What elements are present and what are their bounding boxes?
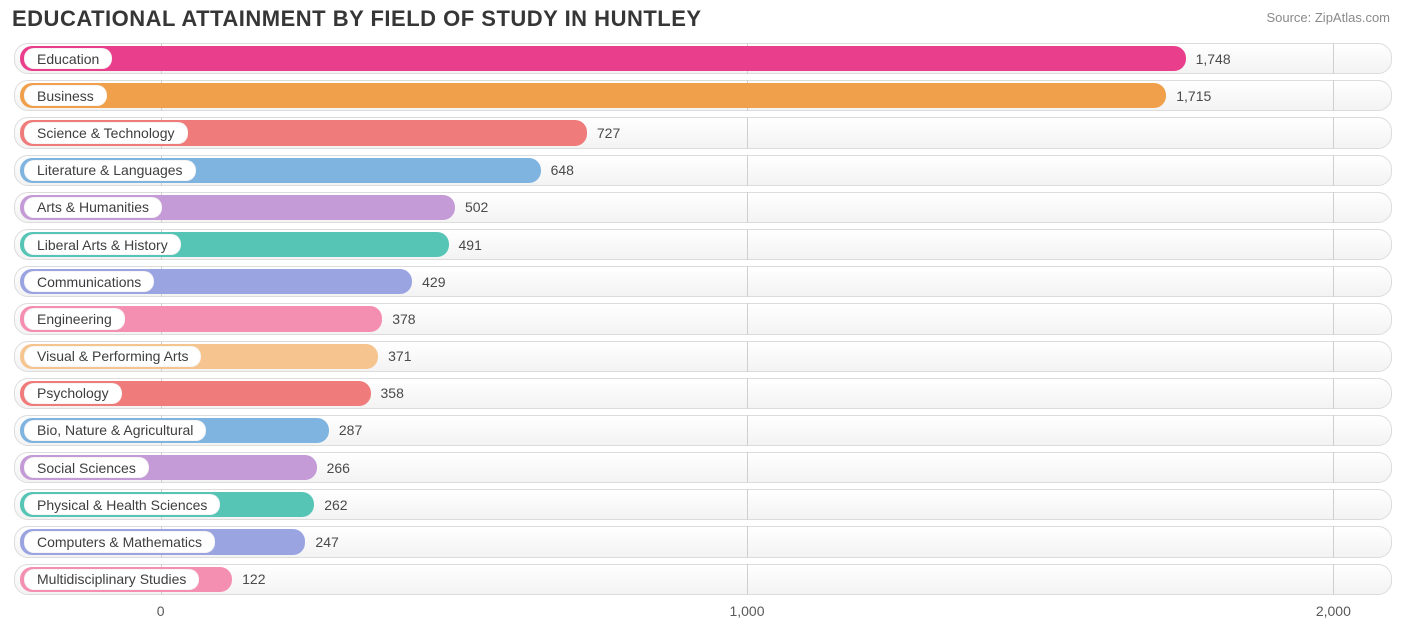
bar-row: Literature & Languages 648	[14, 152, 1392, 189]
bar-row: Social Sciences 266	[14, 449, 1392, 486]
value-label: 1,715	[1176, 77, 1211, 114]
category-label: Education	[24, 48, 112, 69]
grid-line	[1333, 229, 1334, 260]
category-label: Bio, Nature & Agricultural	[24, 420, 206, 441]
grid-line	[1333, 43, 1334, 74]
category-label: Physical & Health Sciences	[24, 494, 220, 515]
bar	[20, 46, 1186, 71]
category-label: Multidisciplinary Studies	[24, 569, 199, 590]
grid-line	[1333, 564, 1334, 595]
grid-line	[1333, 192, 1334, 223]
value-label: 648	[551, 152, 574, 189]
bar-row: Engineering 378	[14, 300, 1392, 337]
bar-row: Bio, Nature & Agricultural 287	[14, 412, 1392, 449]
grid-line	[1333, 266, 1334, 297]
value-label: 727	[597, 114, 620, 151]
grid-line	[1333, 117, 1334, 148]
x-tick-label: 2,000	[1316, 603, 1351, 619]
category-label: Arts & Humanities	[24, 197, 162, 218]
grid-line	[747, 526, 748, 557]
value-label: 266	[327, 449, 350, 486]
bar-row: Business 1,715	[14, 77, 1392, 114]
bar-row: Psychology 358	[14, 375, 1392, 412]
grid-line	[1333, 155, 1334, 186]
category-label: Liberal Arts & History	[24, 234, 181, 255]
x-tick-label: 1,000	[729, 603, 764, 619]
value-label: 491	[459, 226, 482, 263]
grid-line	[747, 303, 748, 334]
grid-line	[1333, 489, 1334, 520]
category-label: Business	[24, 85, 107, 106]
chart-title: EDUCATIONAL ATTAINMENT BY FIELD OF STUDY…	[12, 6, 702, 32]
x-axis: 0 1,000 2,000	[14, 603, 1392, 625]
value-label: 287	[339, 412, 362, 449]
bar-row: Visual & Performing Arts 371	[14, 338, 1392, 375]
bar-row: Liberal Arts & History 491	[14, 226, 1392, 263]
value-label: 122	[242, 561, 265, 598]
value-label: 429	[422, 263, 445, 300]
grid-line	[1333, 452, 1334, 483]
bar-row: Multidisciplinary Studies 122	[14, 561, 1392, 598]
category-label: Computers & Mathematics	[24, 531, 215, 552]
chart-area: Education1,748Business1,715Science & Tec…	[14, 40, 1392, 599]
grid-line	[747, 266, 748, 297]
grid-line	[747, 155, 748, 186]
category-label: Literature & Languages	[24, 160, 196, 181]
grid-line	[747, 564, 748, 595]
grid-line	[747, 192, 748, 223]
category-label: Psychology	[24, 383, 122, 404]
bar-row: Computers & Mathematics 247	[14, 523, 1392, 560]
grid-line	[747, 117, 748, 148]
value-label: 1,748	[1196, 40, 1231, 77]
grid-line	[747, 378, 748, 409]
grid-line	[747, 229, 748, 260]
category-label: Science & Technology	[24, 122, 188, 143]
category-label: Engineering	[24, 308, 125, 329]
bar-row: Communications 429	[14, 263, 1392, 300]
grid-line	[1333, 378, 1334, 409]
grid-line	[1333, 341, 1334, 372]
grid-line	[1333, 80, 1334, 111]
grid-line	[1333, 303, 1334, 334]
grid-line	[747, 489, 748, 520]
value-label: 247	[315, 523, 338, 560]
category-label: Communications	[24, 271, 154, 292]
value-label: 371	[388, 338, 411, 375]
bar-row: Physical & Health Sciences 262	[14, 486, 1392, 523]
grid-line	[1333, 415, 1334, 446]
grid-line	[747, 452, 748, 483]
bar-row: Arts & Humanities 502	[14, 189, 1392, 226]
x-tick-label: 0	[157, 603, 165, 619]
bar-row: Science & Technology 727	[14, 114, 1392, 151]
value-label: 262	[324, 486, 347, 523]
value-label: 378	[392, 300, 415, 337]
bar-row: Education 1,748	[14, 40, 1392, 77]
grid-line	[747, 415, 748, 446]
category-label: Social Sciences	[24, 457, 149, 478]
category-label: Visual & Performing Arts	[24, 346, 201, 367]
value-label: 502	[465, 189, 488, 226]
value-label: 358	[381, 375, 404, 412]
chart-source: Source: ZipAtlas.com	[1266, 10, 1390, 25]
grid-line	[1333, 526, 1334, 557]
grid-line	[747, 341, 748, 372]
bar	[20, 83, 1166, 108]
